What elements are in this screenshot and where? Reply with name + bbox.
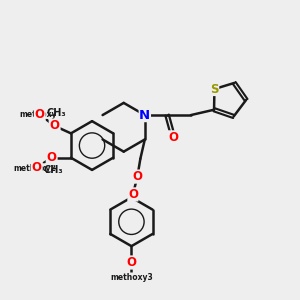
Text: methoxy2: methoxy2: [13, 164, 56, 172]
Text: N: N: [139, 109, 150, 122]
Text: O: O: [168, 131, 178, 144]
Text: CH₃: CH₃: [46, 108, 66, 118]
Text: methoxy: methoxy: [19, 110, 56, 118]
Text: O: O: [35, 108, 45, 122]
Text: O: O: [50, 119, 60, 132]
Text: O: O: [50, 119, 60, 132]
Text: methoxy3: methoxy3: [110, 273, 153, 282]
Text: O: O: [132, 170, 142, 183]
Text: O: O: [128, 188, 138, 201]
Text: CH₃: CH₃: [44, 165, 63, 175]
Text: O: O: [46, 151, 57, 164]
Text: O: O: [46, 151, 57, 164]
Text: O: O: [32, 161, 42, 174]
Text: O: O: [126, 256, 136, 269]
Text: S: S: [210, 82, 219, 95]
